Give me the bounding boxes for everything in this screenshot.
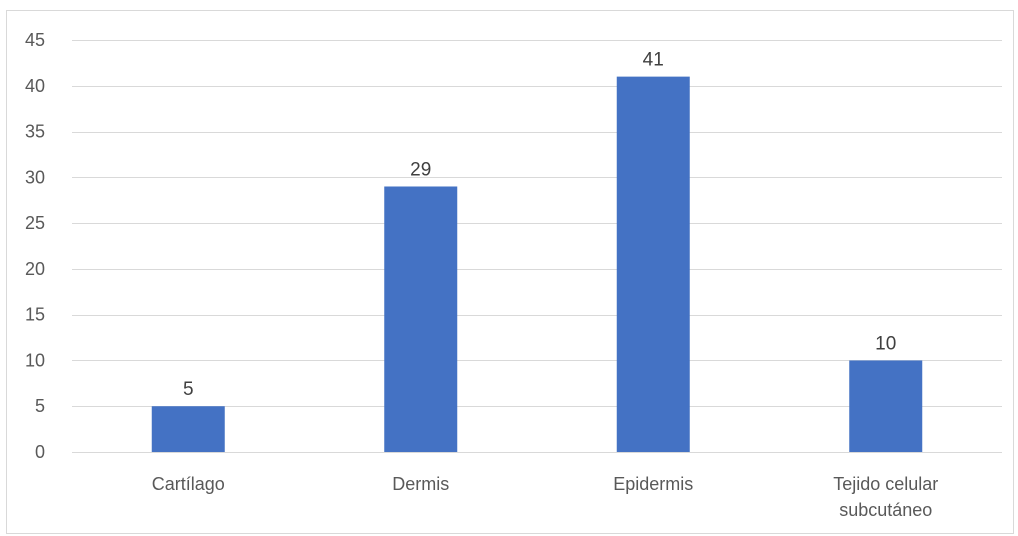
y-tick-label: 45 xyxy=(25,30,45,50)
y-tick-label: 0 xyxy=(35,442,45,462)
bar xyxy=(616,76,690,452)
y-tick-label: 40 xyxy=(25,76,45,96)
bar xyxy=(384,186,458,452)
y-tick-label: 35 xyxy=(25,122,45,142)
data-label: 41 xyxy=(643,50,664,71)
y-axis-ticks: 0 5 10 15 20 25 30 35 40 45 xyxy=(25,30,45,462)
data-label: 29 xyxy=(410,159,431,180)
y-tick-label: 25 xyxy=(25,213,45,233)
data-label: 10 xyxy=(875,333,896,354)
x-tick-label-line: Epidermis xyxy=(613,474,693,494)
y-tick-label: 15 xyxy=(25,305,45,325)
x-tick-label-line: subcutáneo xyxy=(839,500,932,520)
x-tick-label-line: Tejido celular xyxy=(833,474,938,494)
x-tick-label-line: Cartílago xyxy=(152,474,225,494)
y-tick-label: 20 xyxy=(25,259,45,279)
x-tick-label: Cartílago xyxy=(152,474,225,494)
x-tick-label: Tejido celular subcutáneo xyxy=(833,474,938,520)
y-tick-label: 10 xyxy=(25,350,45,370)
gridlines xyxy=(72,40,1002,453)
x-tick-label: Dermis xyxy=(392,474,449,494)
bars xyxy=(151,76,923,452)
y-tick-label: 30 xyxy=(25,167,45,187)
y-tick-label: 5 xyxy=(35,396,45,416)
data-labels: 5 29 41 10 xyxy=(183,50,896,401)
bar xyxy=(849,360,923,452)
x-axis-ticks: Cartílago Dermis Epidermis Tejido celular su… xyxy=(152,474,939,520)
bar xyxy=(151,406,225,452)
data-label: 5 xyxy=(183,379,194,400)
x-tick-label-line: Dermis xyxy=(392,474,449,494)
x-tick-label: Epidermis xyxy=(613,474,693,494)
